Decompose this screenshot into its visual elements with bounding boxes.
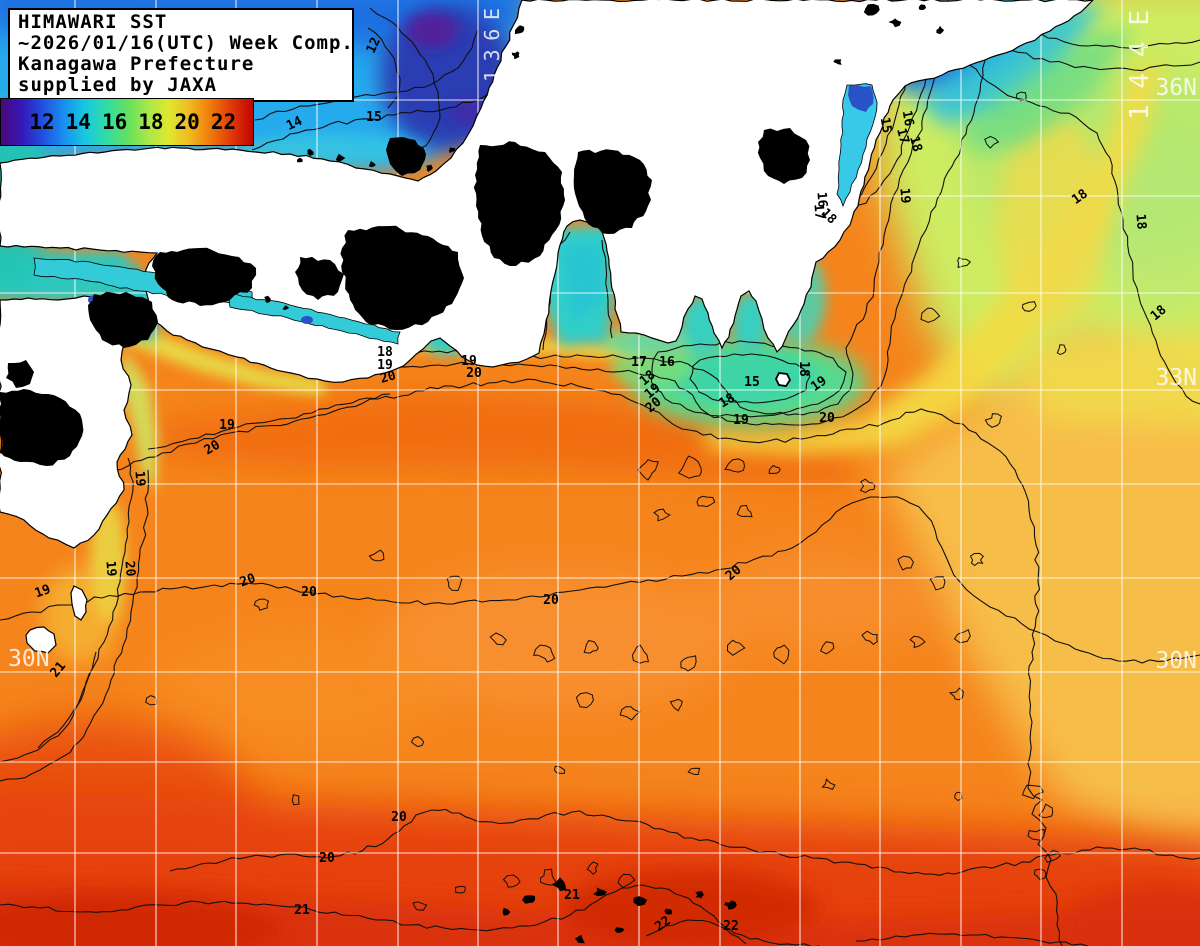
colorbar-tick-20: 20: [174, 110, 200, 134]
contour-label: 19: [808, 373, 829, 394]
contour-label: 18: [796, 361, 811, 377]
contour-label: 19: [102, 560, 118, 577]
latitude-label: 30N: [8, 646, 50, 672]
title-line-product: HIMAWARI SST: [18, 11, 168, 33]
title-line-credit: supplied by JAXA: [18, 74, 218, 96]
cloud-patch: [757, 128, 810, 184]
latitude-label: 36N: [1155, 75, 1197, 101]
cloud-patch: [573, 149, 652, 234]
contour-label: 20: [238, 571, 258, 591]
contour-label: 15: [877, 116, 894, 134]
contour-label: 19: [896, 187, 912, 204]
contour-label: 20: [301, 585, 317, 600]
contour-label: 21: [564, 888, 580, 903]
contour-label: 17: [893, 127, 912, 146]
inland-water: [848, 84, 874, 112]
cloud-patch: [386, 137, 426, 176]
colorbar-tick-12: 12: [29, 110, 55, 134]
cloud-patch: [473, 141, 565, 266]
contour-label: 16: [899, 109, 917, 127]
inland-water: [228, 293, 401, 345]
latitude-label: 30N: [1155, 648, 1197, 674]
contour-label: 22: [652, 913, 673, 934]
cloud-patch: [295, 256, 344, 300]
contour-label: 20: [379, 368, 398, 387]
contour-label: 19: [461, 354, 477, 369]
cloud-patch: [152, 247, 257, 306]
contour-label: 19: [377, 358, 393, 373]
latitude-label: 33N: [1155, 365, 1197, 391]
cloud-patch: [0, 389, 84, 466]
cloud-patch: [88, 291, 158, 348]
contour-label: 19: [219, 418, 235, 433]
contour-label: 12: [364, 35, 384, 56]
contour-label: 22: [723, 919, 739, 934]
temperature-colorbar: 12 14 16 18 20 22: [0, 98, 254, 146]
contour-label: 19: [33, 582, 53, 601]
contour-label: 17: [810, 203, 826, 220]
land-polygon: [25, 626, 57, 654]
cloud-no-data-patches: [0, 3, 945, 944]
title-line-region: Kanagawa Prefecture: [18, 53, 255, 75]
contour-label: 19: [733, 413, 749, 428]
contour-label: 20: [543, 593, 559, 608]
land-polygon: [774, 372, 792, 387]
colorbar-tick-16: 16: [101, 110, 128, 134]
contour-label: 16: [813, 191, 829, 208]
contour-label: 20: [202, 437, 223, 458]
title-line-date: ~2026/01/16(UTC) Week Comp.: [18, 32, 354, 54]
contour-label: 16: [659, 355, 675, 370]
contour-label: 15: [744, 375, 760, 390]
colorbar-tick-22: 22: [210, 110, 237, 134]
cloud-patch: [340, 225, 464, 330]
contour-label: 20: [819, 411, 835, 426]
inland-water: [836, 83, 878, 208]
colorbar-tick-14: 14: [65, 110, 91, 134]
contour-label: 20: [319, 851, 335, 866]
contour-label: 18: [906, 135, 925, 154]
contour-label: 18: [1132, 213, 1148, 230]
contour-label: 19: [131, 470, 147, 487]
title-box: HIMAWARI SST ~2026/01/16(UTC) Week Comp.…: [8, 8, 354, 102]
cloud-patch: [6, 360, 34, 388]
contour-label: 21: [294, 903, 310, 918]
colorbar-tick-18: 18: [138, 110, 164, 134]
land-polygon: [70, 585, 88, 621]
contour-label: 18: [1069, 186, 1091, 207]
contour-label: 15: [366, 110, 382, 125]
contour-label: 14: [284, 114, 305, 134]
contour-label: 18: [717, 390, 738, 411]
contour-label: 17: [631, 355, 647, 370]
contour-label: 20: [466, 366, 482, 381]
contour-label: 20: [391, 810, 407, 825]
contour-label: 20: [121, 560, 137, 577]
contour-label: 18: [377, 345, 393, 360]
